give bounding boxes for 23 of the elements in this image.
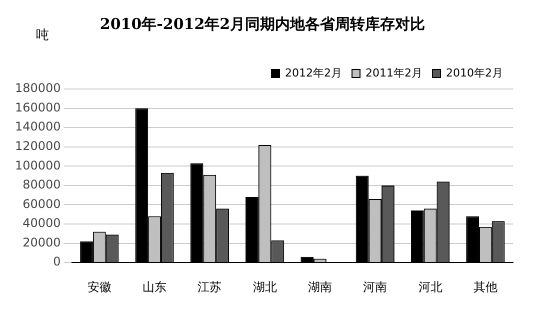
y-tick-label: 180000	[14, 81, 61, 96]
y-tick-label: 120000	[14, 138, 61, 153]
y-axis-title: 吨	[36, 27, 49, 44]
y-tick-label: 100000	[14, 158, 61, 172]
x-tick-label: 江苏	[198, 280, 222, 294]
y-tick-label: 160000	[14, 100, 61, 114]
y-tick-label: 40000	[22, 216, 61, 230]
x-tick-label: 河南	[363, 280, 388, 294]
y-tick-label: 140000	[14, 120, 61, 134]
y-tick-label: 20000	[22, 235, 61, 250]
x-tick-label: 安徽	[87, 280, 112, 294]
x-tick-label: 其他	[473, 280, 498, 294]
legend-label: 2011年2月	[366, 66, 423, 80]
legend-label: 2012年2月	[285, 66, 342, 80]
x-tick-label: 山东	[142, 280, 167, 294]
x-tick-label: 湖南	[308, 280, 332, 294]
legend-label: 2010年2月	[446, 66, 504, 80]
chart-title: 2010年-2012年2月同期内地各省周转库存对比	[100, 14, 426, 33]
y-tick-label: 80000	[22, 178, 61, 192]
x-tick-label: 湖北	[252, 280, 277, 294]
y-tick-label: 60000	[22, 196, 61, 211]
y-tick-label: 0	[53, 254, 61, 269]
x-tick-label: 河北	[418, 280, 442, 294]
